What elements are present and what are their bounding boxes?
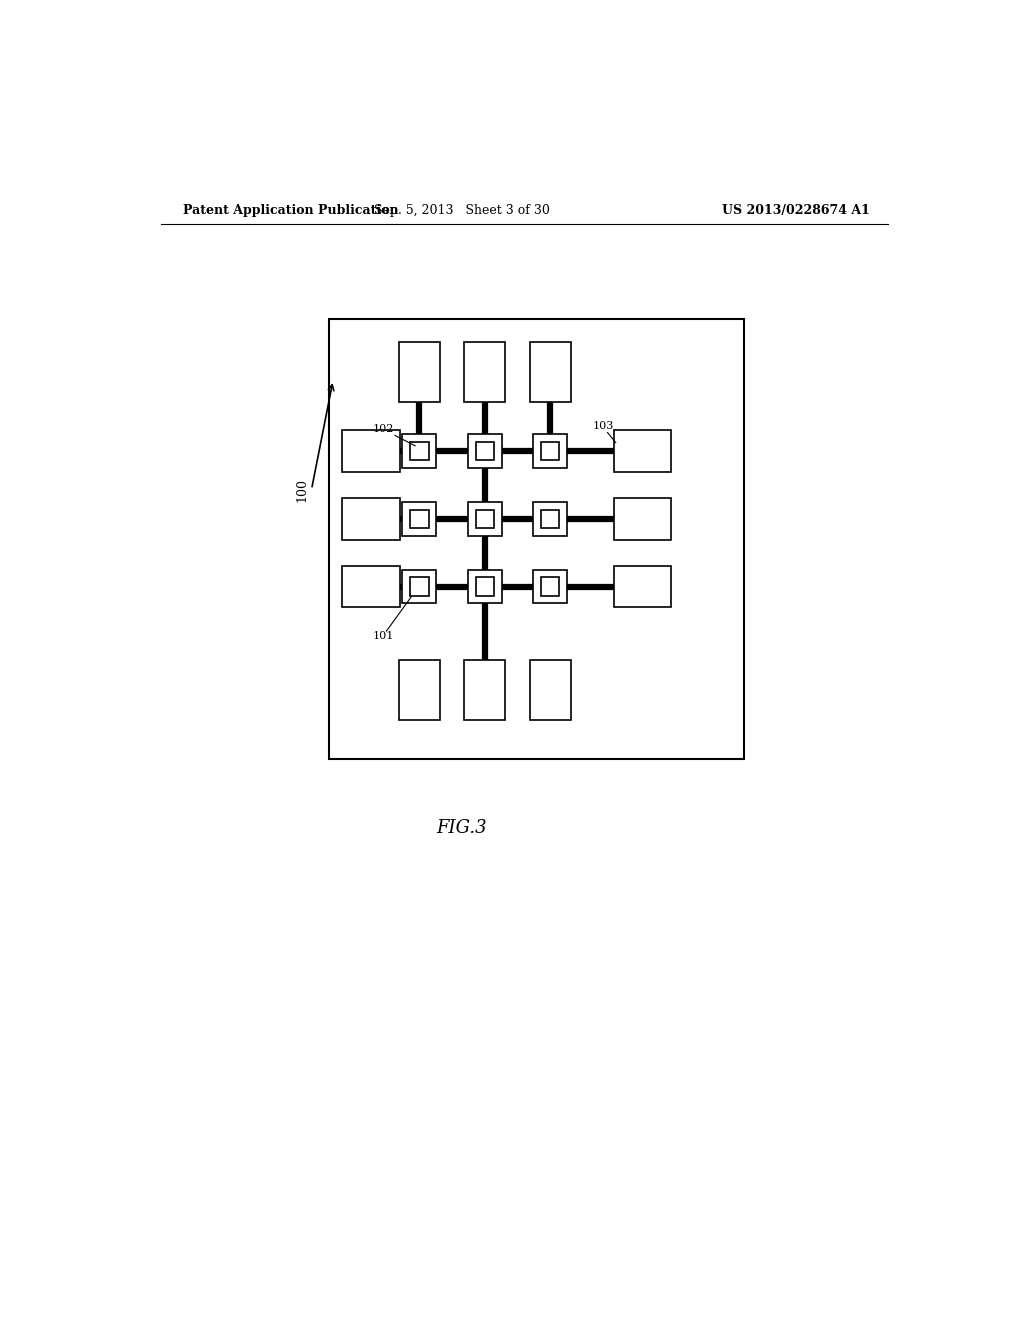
Bar	[475, 442, 494, 461]
Bar	[399, 342, 439, 403]
Bar	[342, 566, 399, 607]
Bar	[464, 342, 505, 403]
Bar	[541, 510, 559, 528]
Bar	[613, 430, 672, 471]
Bar	[534, 502, 567, 536]
Bar	[541, 442, 559, 461]
Bar	[342, 430, 399, 471]
Bar	[475, 510, 494, 528]
Text: 103: 103	[593, 421, 614, 430]
Bar	[468, 502, 502, 536]
Bar	[529, 342, 570, 403]
Bar	[529, 660, 570, 719]
Text: 101: 101	[373, 631, 394, 640]
Bar	[468, 434, 502, 469]
Bar	[330, 318, 744, 759]
Bar	[534, 570, 567, 603]
Bar	[410, 577, 429, 595]
Bar	[534, 434, 567, 469]
Text: 102: 102	[373, 425, 393, 434]
Text: 100: 100	[295, 478, 308, 502]
Bar	[402, 502, 436, 536]
Bar	[464, 660, 505, 719]
Text: US 2013/0228674 A1: US 2013/0228674 A1	[722, 205, 869, 218]
Text: Sep. 5, 2013   Sheet 3 of 30: Sep. 5, 2013 Sheet 3 of 30	[374, 205, 550, 218]
Bar	[468, 570, 502, 603]
Bar	[342, 498, 399, 540]
Bar	[410, 510, 429, 528]
Bar	[475, 577, 494, 595]
Bar	[399, 660, 439, 719]
Bar	[541, 577, 559, 595]
Bar	[613, 566, 672, 607]
Bar	[402, 570, 436, 603]
Text: Patent Application Publication: Patent Application Publication	[183, 205, 398, 218]
Bar	[613, 498, 672, 540]
Bar	[402, 434, 436, 469]
Bar	[410, 442, 429, 461]
Text: FIG.3: FIG.3	[436, 820, 487, 837]
